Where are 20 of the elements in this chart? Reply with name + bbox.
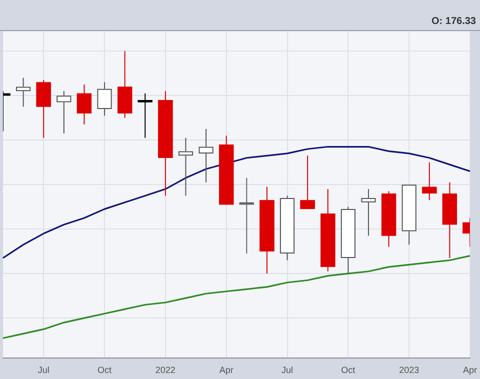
x-tick-label: Apr xyxy=(462,365,478,376)
candlestick xyxy=(56,90,72,134)
candlestick xyxy=(422,162,437,201)
x-tick-label: Oct xyxy=(98,365,112,376)
candlestick xyxy=(239,177,254,254)
candlestick xyxy=(300,155,315,210)
text: O: 176.33 xyxy=(432,16,476,27)
candlestick xyxy=(178,137,194,196)
candlestick xyxy=(97,82,112,116)
x-tick-label: Jul xyxy=(282,365,294,376)
x-tick-label: Oct xyxy=(341,365,356,376)
candlestick xyxy=(76,84,92,126)
x-tick-label: Jul xyxy=(38,365,50,376)
candlestick xyxy=(361,188,376,236)
x-tick-label: 2023 xyxy=(399,365,420,376)
x-tick-label: Apr xyxy=(219,365,234,376)
x-tick-label: 2022 xyxy=(155,365,176,376)
candlestick xyxy=(16,77,31,108)
candlestick xyxy=(138,92,152,138)
candlestick xyxy=(198,128,214,183)
